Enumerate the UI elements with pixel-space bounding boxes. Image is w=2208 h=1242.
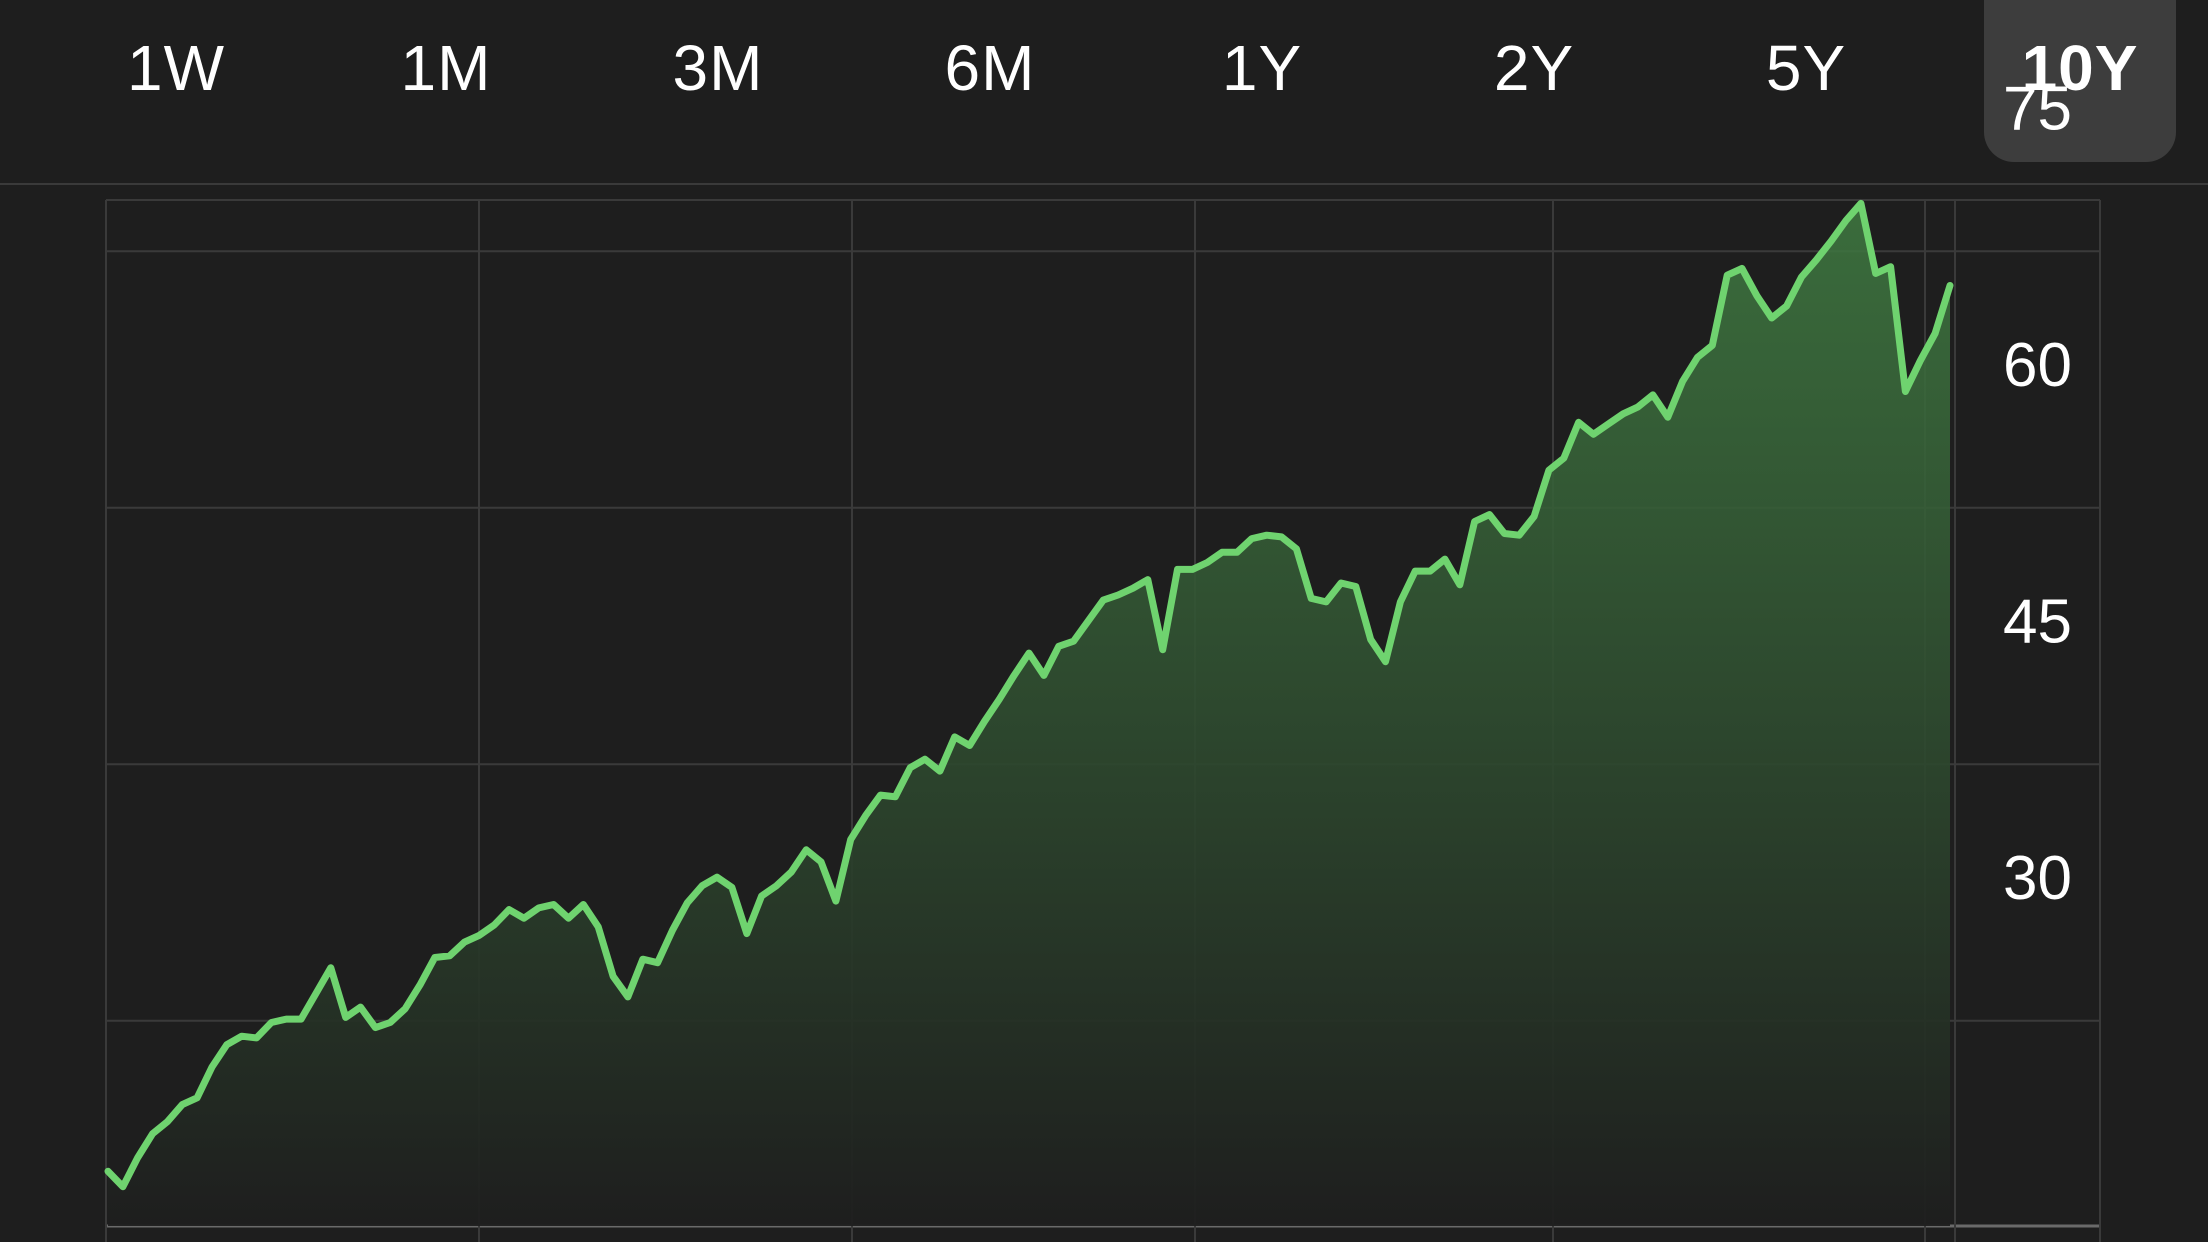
range-tab-5y[interactable]: 5Y: [1765, 32, 1847, 104]
y-tick-label: 30: [2003, 844, 2072, 913]
time-range-selector: 1W 1M 3M 6M 1Y 2Y 5Y 10Y: [0, 0, 2208, 184]
range-tab-3m[interactable]: 3M: [672, 32, 764, 104]
series-area-fill: [108, 203, 1950, 1226]
y-axis: 75 60 45 30: [2003, 74, 2072, 913]
y-tick-label: 60: [2003, 331, 2072, 400]
y-tick-label: 45: [2003, 587, 2072, 656]
range-tab-1w[interactable]: 1W: [127, 32, 225, 104]
series-line: [104, 199, 1954, 1191]
range-tab-2y[interactable]: 2Y: [1493, 32, 1575, 104]
range-tab-10y[interactable]: 10Y: [1984, 0, 2176, 162]
range-tab-6m[interactable]: 6M: [944, 32, 1036, 104]
range-tab-1m[interactable]: 1M: [400, 32, 492, 104]
header-divider: [0, 183, 2208, 185]
y-tick-label: 75: [2003, 74, 2072, 143]
range-tab-1y[interactable]: 1Y: [1221, 32, 1303, 104]
chart-area-layer: [104, 199, 1954, 1226]
